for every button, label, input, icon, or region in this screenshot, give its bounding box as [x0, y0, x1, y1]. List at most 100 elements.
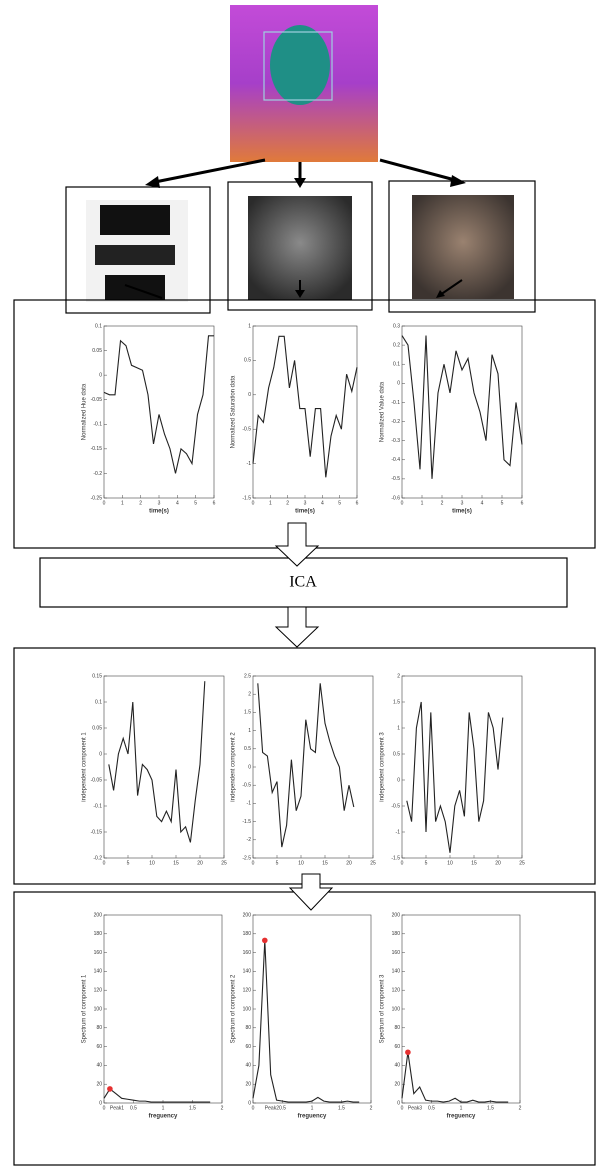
y-tick-label: -1: [247, 461, 252, 467]
x-tick-label: 1: [269, 500, 272, 506]
y-axis-label: Normalized Value data: [380, 381, 386, 442]
y-tick-label: -0.15: [91, 446, 103, 452]
hue-patch: [95, 245, 175, 265]
y-tick-label: 0: [397, 777, 400, 783]
x-tick-label: 15: [173, 860, 179, 866]
y-tick-label: -0.6: [391, 495, 400, 501]
x-tick-label: 0.5: [130, 1105, 137, 1111]
y-axis-label: Spectrum of component 1: [82, 974, 88, 1043]
y-tick-label: 0: [248, 392, 251, 398]
x-tick-label: 5: [194, 500, 197, 506]
y-tick-label: 0.1: [393, 362, 400, 368]
y-axis-label: Normalized Saturation data: [231, 375, 237, 448]
y-tick-label: 20: [245, 1082, 251, 1088]
y-tick-label: 60: [394, 1044, 400, 1050]
y-tick-label: -1: [396, 829, 401, 835]
y-tick-label: 80: [96, 1025, 102, 1031]
y-tick-label: 140: [392, 969, 401, 975]
y-tick-label: 0.2: [393, 342, 400, 348]
x-tick-label: 2: [139, 500, 142, 506]
y-tick-label: 160: [243, 950, 252, 956]
y-tick-label: 180: [94, 931, 103, 937]
plot-frame: [253, 676, 373, 858]
y-tick-label: -1.5: [242, 495, 251, 501]
x-tick-label: 4: [481, 500, 484, 506]
x-tick-label: 0: [401, 860, 404, 866]
plot-frame: [104, 326, 214, 498]
x-tick-label: 5: [501, 500, 504, 506]
plot-frame: [104, 915, 222, 1103]
x-tick-label: 0: [401, 500, 404, 506]
y-tick-label: 80: [394, 1025, 400, 1031]
x-tick-label: 1.5: [487, 1105, 494, 1111]
y-tick-label: -0.05: [91, 397, 103, 403]
y-axis-label: independent component 3: [380, 732, 386, 802]
x-tick-label: 0: [252, 1105, 255, 1111]
y-tick-label: 1: [248, 323, 251, 329]
y-tick-label: -0.05: [91, 777, 103, 783]
ica-label: ICA: [289, 574, 317, 591]
y-tick-label: -1.5: [391, 855, 400, 861]
y-tick-label: 0.15: [92, 673, 102, 679]
x-tick-label: 0: [252, 860, 255, 866]
x-tick-label: 1: [121, 500, 124, 506]
x-tick-label: 4: [176, 500, 179, 506]
hue-patch: [100, 205, 170, 235]
x-tick-label: 10: [298, 860, 304, 866]
y-tick-label: 180: [243, 931, 252, 937]
y-tick-label: 140: [243, 969, 252, 975]
x-tick-label: 6: [521, 500, 524, 506]
x-tick-label: 15: [471, 860, 477, 866]
y-tick-label: 0.5: [244, 746, 251, 752]
x-tick-label: 2: [221, 1105, 224, 1111]
y-tick-label: -0.3: [391, 438, 400, 444]
x-tick-label: 25: [370, 860, 376, 866]
peak-marker: [405, 1049, 411, 1055]
x-tick-label: 25: [221, 860, 227, 866]
x-tick-label: 0: [103, 860, 106, 866]
y-tick-label: 0: [248, 764, 251, 770]
y-tick-label: -0.1: [391, 400, 400, 406]
x-tick-label: 3: [158, 500, 161, 506]
plot-frame: [402, 326, 522, 498]
x-tick-label: 1: [311, 1105, 314, 1111]
y-tick-label: 1.5: [393, 699, 400, 705]
x-tick-label: 1: [421, 500, 424, 506]
x-tick-label: 20: [495, 860, 501, 866]
x-tick-label: 1.5: [189, 1105, 196, 1111]
peak-label: Peak1: [110, 1105, 124, 1111]
y-tick-label: -0.1: [93, 422, 102, 428]
y-tick-label: 180: [392, 931, 401, 937]
x-tick-label: 3: [461, 500, 464, 506]
x-tick-label: 2: [441, 500, 444, 506]
x-tick-label: 6: [356, 500, 359, 506]
y-tick-label: 200: [94, 912, 103, 918]
arrows: [145, 160, 466, 188]
y-tick-label: 60: [245, 1044, 251, 1050]
x-tick-label: 2: [519, 1105, 522, 1111]
x-tick-label: 0: [103, 500, 106, 506]
y-tick-label: -0.5: [391, 803, 400, 809]
y-tick-label: 40: [245, 1063, 251, 1069]
figure: ICA -0.25-0.2-0.15-0.1-0.0500.050.101234…: [0, 0, 596, 1169]
y-tick-label: 2.5: [244, 673, 251, 679]
x-tick-label: 1: [460, 1105, 463, 1111]
y-tick-label: -2: [247, 837, 252, 843]
x-axis-label: time(s): [452, 509, 472, 515]
y-tick-label: 140: [94, 969, 103, 975]
face-region: [270, 25, 330, 105]
y-tick-label: 0.1: [95, 323, 102, 329]
plot-frame: [402, 915, 520, 1103]
x-tick-label: 0: [103, 1105, 106, 1111]
x-tick-label: 15: [322, 860, 328, 866]
x-tick-label: 5: [425, 860, 428, 866]
y-tick-label: 60: [96, 1044, 102, 1050]
y-tick-label: -0.2: [93, 855, 102, 861]
x-tick-label: 0.5: [279, 1105, 286, 1111]
y-tick-label: -0.1: [93, 803, 102, 809]
peak-label: Peak3: [408, 1105, 422, 1111]
y-tick-label: 120: [243, 988, 252, 994]
y-tick-label: 2: [248, 692, 251, 698]
y-tick-label: -0.25: [91, 495, 103, 501]
plot-frame: [402, 676, 522, 858]
